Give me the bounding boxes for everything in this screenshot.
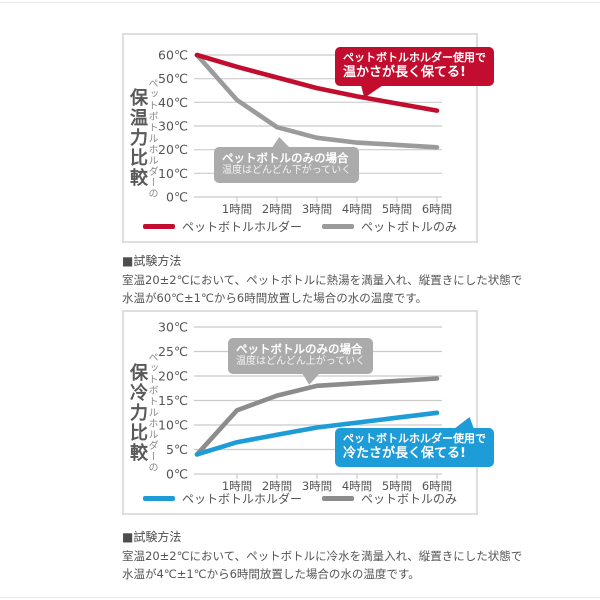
heat-legend: ペットボトルホルダー ペットボトルのみ — [124, 218, 476, 235]
legend-dash-icon — [142, 224, 175, 229]
vertical-title-big: 保冷力比較 — [127, 362, 148, 463]
x-tick-label: 1時間 — [222, 202, 252, 216]
y-tick-label: 20℃ — [158, 369, 188, 384]
callout-line1: ペットボトルのみの場合 — [222, 151, 349, 165]
x-tick-label: 2時間 — [262, 202, 292, 216]
legend-dash-icon — [322, 496, 354, 501]
callout-line2: 温度はどんどん上がっていく — [236, 356, 366, 368]
x-tick-label: 5時間 — [382, 202, 412, 216]
cold-retention-panel: ペットボトルホルダーの 保冷力比較 30℃ 25℃ 20℃ 15℃ 10℃ 5℃ 0℃ 1時間 2… — [122, 310, 494, 515]
legend-dash-icon — [322, 224, 354, 229]
heat-callout-bottle-only: ペットボトルのみの場合 温度はどんどん下がっていく — [214, 137, 360, 183]
note-line: 室温20±2℃において、ペットボトルに冷水を満量入れ、縦置きにした状態で — [122, 549, 523, 563]
heat-vertical-title: ペットボトルホルダーの 保温力比較 — [127, 35, 157, 241]
series-line-ペットボトルホルダー — [194, 410, 440, 457]
legend-label: ペットボトルのみ — [361, 220, 458, 234]
note-heading: ■試験方法 — [122, 254, 182, 268]
cold-legend: ペットボトルホルダー ペットボトルのみ — [124, 490, 476, 507]
vertical-title-small: ペットボトルホルダーの — [146, 352, 157, 473]
top-divider — [0, 2, 600, 3]
legend-dash-icon — [142, 496, 175, 501]
legend-item: ペットボトルのみ — [322, 218, 457, 235]
y-tick-label: 10℃ — [158, 418, 188, 433]
legend-item: ペットボトルのみ — [322, 490, 457, 507]
note-line: 水温が60℃±1℃から6時間放置した場合の水の温度です。 — [122, 290, 428, 305]
note-line: 水温が4℃±1℃から6時間放置した場合の水の温度です。 — [122, 566, 420, 581]
cold-vertical-title: ペットボトルホルダーの 保冷力比較 — [127, 312, 157, 513]
x-tick-label: 1時間 — [222, 479, 252, 493]
y-tick-label: 30℃ — [158, 119, 188, 134]
legend-label: ペットボトルホルダー — [181, 492, 302, 506]
legend-label: ペットボトルのみ — [361, 492, 458, 506]
y-tick-label: 40℃ — [158, 95, 188, 110]
x-tick-label: 3時間 — [302, 479, 332, 493]
y-tick-label: 25℃ — [158, 344, 188, 359]
heat-chart-plot: 60℃ 50℃ 40℃ 30℃ 20℃ 10℃ 0℃ 1時間 2時間 3時間 4時間 5時間 6時間 — [158, 48, 452, 217]
callout-line1: ペットボトルホルダー使用で — [343, 51, 486, 64]
note-line: 室温20±2℃において、ペットボトルに熱湯を満量入れ、縦置きにした状態で — [122, 273, 523, 287]
x-tick-label: 4時間 — [342, 479, 372, 493]
legend-item: ペットボトルホルダー — [142, 218, 302, 235]
callout-line1: ペットボトルホルダー使用で — [343, 432, 486, 445]
bottom-divider — [0, 597, 600, 598]
y-tick-label: 60℃ — [158, 48, 188, 63]
legend-label: ペットボトルホルダー — [181, 220, 302, 234]
cold-chart-plot: 30℃ 25℃ 20℃ 15℃ 10℃ 5℃ 0℃ 1時間 2時間 3時間 4時間 5時間 6時間 — [158, 320, 452, 494]
cold-callout-holder: ペットボトルホルダー使用で 冷たさが長く保てる! — [335, 417, 494, 467]
series-line-ペットボトルのみ — [194, 52, 440, 150]
x-tick-label: 4時間 — [342, 202, 372, 216]
note-heading: ■試験方法 — [122, 530, 182, 544]
x-tick-label: 2時間 — [262, 479, 292, 493]
y-tick-label: 50℃ — [158, 71, 188, 86]
y-tick-label: 0℃ — [166, 467, 188, 482]
y-tick-label: 5℃ — [166, 442, 188, 457]
cold-test-method-note: ■試験方法 室温20±2℃において、ペットボトルに冷水を満量入れ、縦置きにした状… — [122, 528, 522, 584]
heat-callout-holder: ペットボトルホルダー使用で 温かさが長く保てる! — [335, 47, 494, 98]
y-tick-label: 20℃ — [158, 142, 188, 157]
callout-line2: 冷たさが長く保てる! — [343, 445, 466, 461]
x-tick-label: 3時間 — [302, 202, 332, 216]
cold-callout-bottle-only: ペットボトルのみの場合 温度はどんどん上がっていく — [228, 338, 374, 385]
y-tick-label: 15℃ — [158, 393, 188, 408]
heat-retention-panel: ペットボトルホルダーの 保温力比較 60℃ 50℃ 40℃ 30℃ 20℃ 10℃ 0℃ 1時間… — [122, 33, 494, 243]
legend-item: ペットボトルホルダー — [142, 490, 302, 507]
x-tick-label: 5時間 — [382, 479, 412, 493]
x-tick-label: 6時間 — [422, 479, 452, 493]
series-line-ペットボトルのみ — [194, 376, 440, 457]
vertical-title-big: 保温力比較 — [127, 88, 148, 188]
y-tick-label: 30℃ — [158, 320, 188, 335]
callout-line2: 温かさが長く保てる! — [343, 64, 466, 80]
y-tick-label: 0℃ — [166, 190, 188, 205]
x-tick-label: 6時間 — [422, 202, 452, 216]
series-line-ペットボトルホルダー — [194, 52, 440, 113]
heat-test-method-note: ■試験方法 室温20±2℃において、ペットボトルに熱湯を満量入れ、縦置きにした状… — [122, 252, 522, 308]
callout-line2: 温度はどんどん下がっていく — [222, 165, 352, 177]
callout-line1: ペットボトルのみの場合 — [236, 342, 363, 356]
y-tick-label: 10℃ — [158, 166, 188, 181]
vertical-title-small: ペットボトルホルダーの — [146, 77, 157, 199]
callout-tail-up — [272, 137, 290, 148]
